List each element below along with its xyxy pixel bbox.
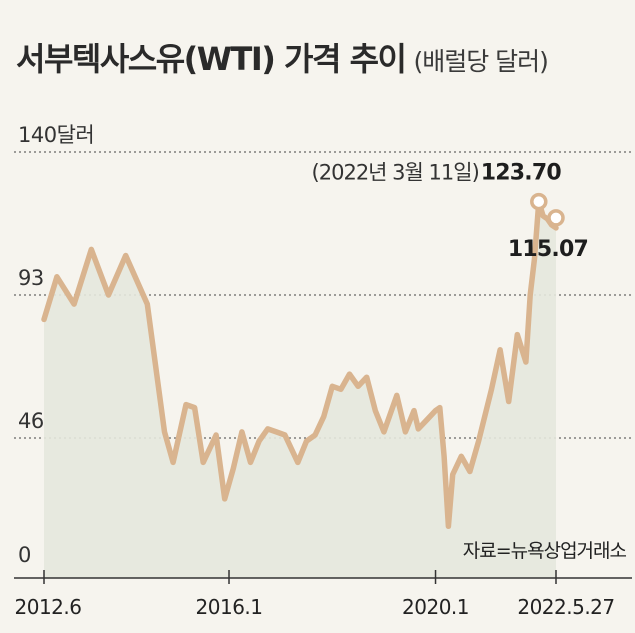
chart-subtitle: (배럴당 달러)	[413, 47, 548, 76]
chart-header: 서부텍사스유(WTI) 가격 추이 (배럴당 달러)	[16, 34, 549, 80]
latest-value-label: 115.07	[508, 237, 588, 262]
y-tick-label: 140달러	[18, 123, 94, 147]
x-tick-label: 2012.6	[15, 595, 82, 619]
y-tick-label: 93	[18, 266, 44, 290]
series-line	[41, 198, 559, 530]
peak-date-label: (2022년 3월 11일)	[312, 161, 479, 185]
y-tick-label: 0	[18, 543, 31, 567]
latest-marker	[547, 209, 565, 227]
series-area	[44, 201, 556, 578]
x-axis	[14, 570, 632, 584]
x-tick-labels: 2012.6 2016.1 2020.1 2022.5.27	[15, 595, 616, 619]
source-note: 자료=뉴욕상업거래소	[463, 540, 627, 562]
x-tick-label: 2022.5.27	[517, 595, 614, 619]
chart-title: 서부텍사스유(WTI) 가격 추이	[16, 40, 407, 78]
peak-marker	[530, 192, 548, 211]
annotations: (2022년 3월 11일) 123.70 115.07	[312, 161, 589, 262]
y-tick-labels: 140달러 93 46 0	[18, 123, 95, 567]
area-layer	[41, 198, 559, 578]
x-tick-label: 2020.1	[402, 595, 469, 619]
peak-value-label: 123.70	[481, 161, 562, 186]
x-tick-label: 2016.1	[196, 595, 263, 619]
y-tick-label: 46	[18, 409, 44, 433]
